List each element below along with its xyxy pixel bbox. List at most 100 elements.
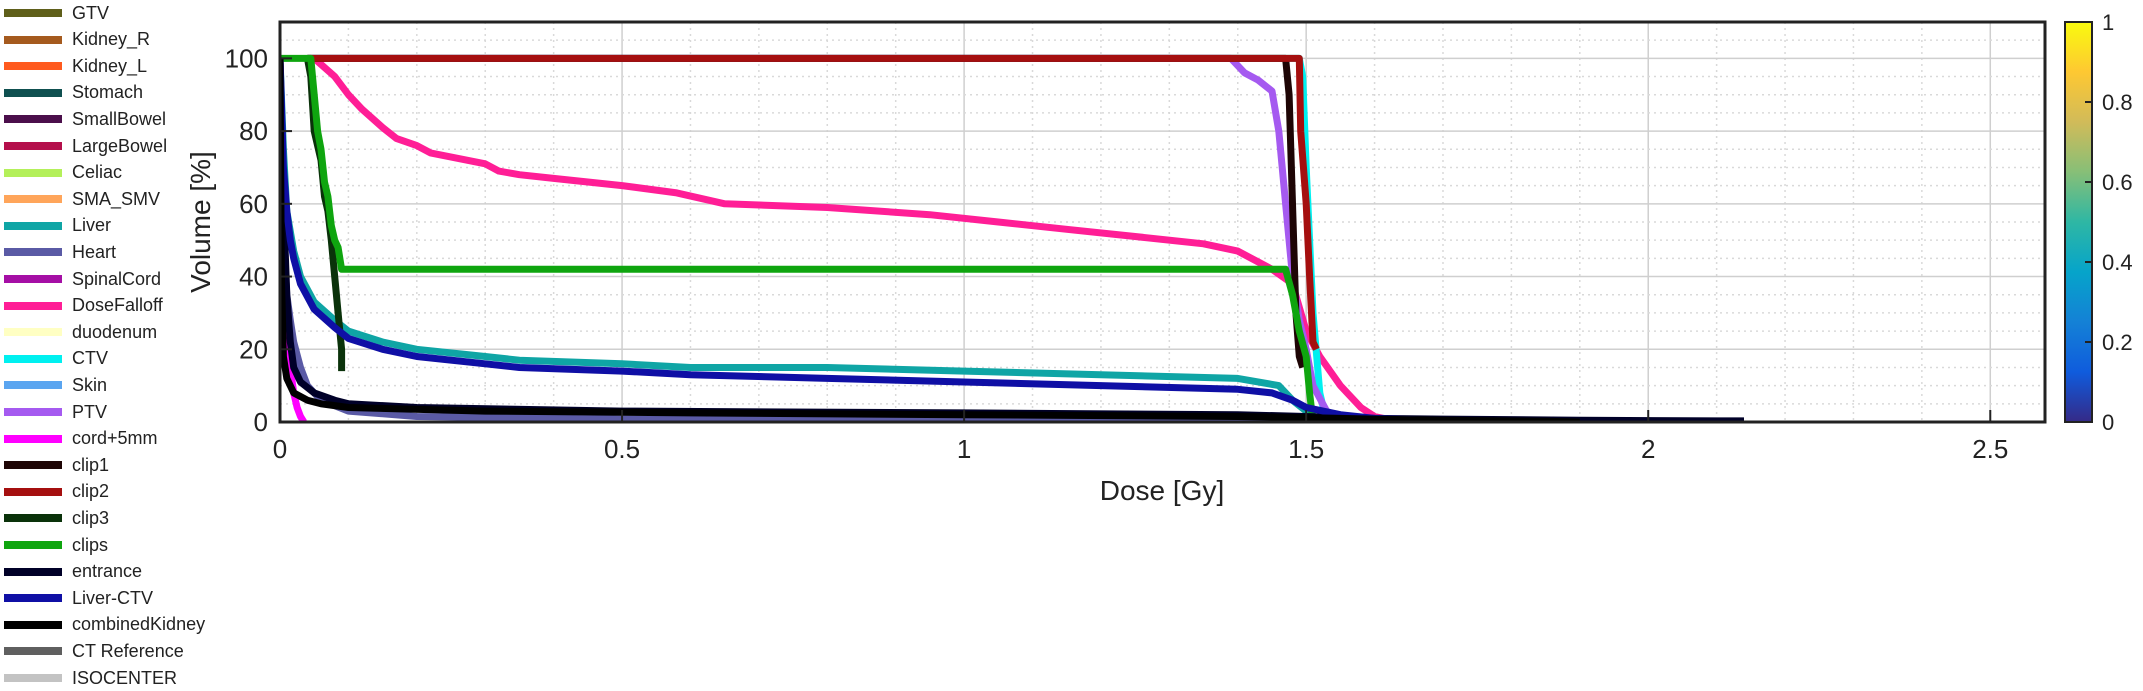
legend-item: clip2 (4, 479, 109, 505)
legend-item: CTV (4, 346, 108, 372)
legend-label: entrance (72, 561, 143, 582)
legend-item: Stomach (4, 80, 143, 106)
legend-label: clip3 (72, 507, 110, 528)
x-tick-label: 2.5 (1972, 434, 2008, 464)
legend-swatch (4, 567, 62, 576)
legend-item: entrance (4, 559, 142, 585)
colorbar-tick-label: 0.2 (2102, 330, 2133, 355)
legend-swatch (4, 647, 62, 656)
legend-label: Heart (72, 241, 117, 262)
y-tick-label: 40 (239, 262, 268, 292)
legend-item: Kidney_L (4, 53, 147, 79)
legend-swatch (4, 115, 62, 124)
legend-item: combinedKidney (4, 612, 205, 638)
legend-item: duodenum (4, 319, 157, 345)
legend-swatch (4, 195, 62, 204)
legend-swatch (4, 541, 62, 549)
y-axis-title: Volume [%] (185, 151, 216, 293)
legend-swatch (4, 408, 62, 416)
legend-swatch (4, 354, 62, 363)
legend-item: Kidney_R (4, 27, 150, 53)
legend: GTV Kidney_R Kidney_L Stomach SmallBowel Larg… (0, 0, 240, 690)
legend-swatch (4, 88, 62, 97)
legend-swatch (4, 381, 62, 390)
legend-item: clip3 (4, 505, 109, 531)
colorbar-tick-label: 0 (2102, 410, 2114, 435)
legend-item: clips (4, 532, 108, 558)
legend-label: Kidney_R (72, 29, 151, 50)
legend-label: clip2 (72, 481, 110, 502)
x-tick-label: 2 (1641, 434, 1655, 464)
legend-swatch (4, 487, 62, 496)
legend-label: SpinalCord (72, 268, 162, 289)
legend-item: CT Reference (4, 638, 184, 664)
legend-item: ISOCENTER (4, 665, 177, 691)
series-line-liver-ctv (280, 58, 1546, 422)
legend-item: Heart (4, 239, 116, 265)
legend-item: GTV (4, 0, 109, 26)
legend-swatch (4, 514, 62, 523)
colorbar (2064, 21, 2093, 423)
series-line-clip2 (307, 54, 1320, 351)
legend-label: Celiac (72, 162, 123, 183)
series-line-ptv (307, 54, 1349, 422)
legend-swatch (4, 275, 62, 283)
legend-item: cord+5mm (4, 426, 158, 452)
x-tick-label: 0.5 (604, 434, 640, 464)
legend-item: Skin (4, 372, 107, 398)
legend-item: LargeBowel (4, 133, 167, 159)
series-line-combinedkidney (280, 58, 1580, 422)
legend-swatch (4, 168, 62, 177)
legend-label: PTV (72, 401, 108, 422)
colorbar-tick-label: 1 (2102, 10, 2114, 35)
legend-label: combinedKidney (72, 614, 206, 635)
legend-label: CTV (72, 348, 108, 369)
tick-labels: 0 0.5 1 1.5 2 2.5 0 20 40 60 80 100 (225, 43, 2009, 464)
legend-item: SmallBowel (4, 106, 166, 132)
legend-label: Liver-CTV (72, 587, 154, 608)
legend-label: LargeBowel (72, 135, 168, 156)
x-tick-label: 0 (273, 434, 287, 464)
legend-label: CT Reference (72, 640, 184, 661)
legend-swatch (4, 328, 62, 337)
legend-item: DoseFalloff (4, 293, 163, 319)
legend-label: SmallBowel (72, 108, 167, 129)
legend-label: cord+5mm (72, 428, 158, 449)
legend-label: duodenum (72, 321, 158, 342)
legend-item: clip1 (4, 452, 109, 478)
legend-swatch (4, 9, 62, 17)
legend-swatch (4, 434, 62, 443)
x-tick-label: 1 (957, 434, 971, 464)
legend-label: Liver (72, 215, 112, 236)
legend-swatch (4, 461, 62, 470)
y-tick-label: 20 (239, 334, 268, 364)
legend-swatch (4, 142, 62, 150)
legend-item: Celiac (4, 160, 122, 186)
y-tick-label: 80 (239, 116, 268, 146)
legend-label: clip1 (72, 454, 110, 475)
x-tick-label: 1.5 (1288, 434, 1324, 464)
plot-frame (278, 20, 2047, 424)
x-axis-title: Dose [Gy] (1100, 475, 1224, 506)
legend-label: DoseFalloff (72, 295, 163, 316)
legend-swatch (4, 221, 62, 230)
legend-label: Skin (72, 374, 108, 395)
y-tick-label: 60 (239, 189, 268, 219)
colorbar-tick-label: 0.6 (2102, 170, 2133, 195)
legend-swatch (4, 62, 62, 71)
legend-swatch (4, 620, 62, 629)
legend-item: SpinalCord (4, 266, 161, 292)
grid (280, 22, 2045, 422)
legend-swatch (4, 248, 62, 257)
y-tick-label: 0 (254, 407, 268, 437)
legend-label: ISOCENTER (72, 667, 178, 688)
legend-swatch (4, 594, 62, 603)
colorbar-tick-label: 0.8 (2102, 90, 2133, 115)
legend-item: Liver (4, 213, 111, 239)
colorbar-ticks: 0 0.2 0.4 0.6 0.8 1 (2085, 10, 2133, 435)
legend-label: clips (72, 534, 109, 555)
legend-label: Stomach (72, 82, 144, 103)
legend-item: Liver-CTV (4, 585, 153, 611)
legend-label: GTV (72, 2, 110, 23)
